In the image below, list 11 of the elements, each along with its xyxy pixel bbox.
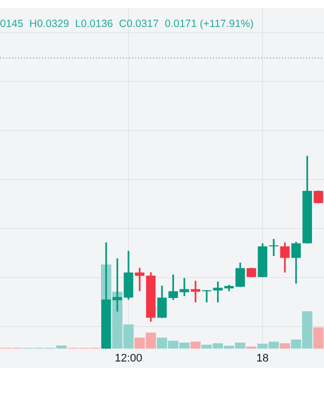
candlestick	[190, 280, 200, 302]
x-tick-label: 12:00	[114, 352, 142, 364]
text: 0145	[0, 18, 24, 30]
bar	[313, 327, 324, 349]
text: L0.0136	[75, 18, 114, 30]
text: 0.0171 (+117.91%)	[164, 18, 254, 30]
bar	[280, 343, 290, 349]
text: C0.0317	[119, 18, 159, 30]
x-tick-label: 18	[256, 352, 269, 364]
bar	[190, 342, 201, 349]
text: H0.0329	[29, 18, 70, 30]
